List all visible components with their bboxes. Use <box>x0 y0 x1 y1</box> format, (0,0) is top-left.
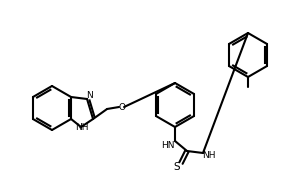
Text: O: O <box>118 102 126 112</box>
Text: NH: NH <box>202 151 216 159</box>
Text: NH: NH <box>75 124 89 133</box>
Text: N: N <box>86 92 92 100</box>
Text: S: S <box>174 162 180 172</box>
Text: HN: HN <box>161 140 175 150</box>
